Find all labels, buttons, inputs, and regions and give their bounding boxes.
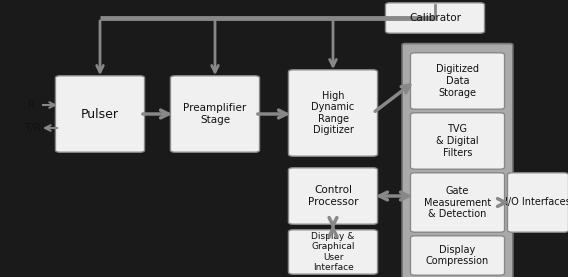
FancyBboxPatch shape — [411, 173, 504, 232]
Text: Display &
Graphical
User
Interface: Display & Graphical User Interface — [311, 232, 355, 272]
FancyBboxPatch shape — [411, 113, 504, 169]
FancyBboxPatch shape — [289, 168, 378, 224]
Text: Display
Compression: Display Compression — [426, 245, 489, 266]
Text: Digitized
Data
Storage: Digitized Data Storage — [436, 64, 479, 98]
FancyBboxPatch shape — [289, 70, 378, 156]
FancyBboxPatch shape — [402, 43, 513, 277]
Text: R: R — [28, 100, 36, 110]
FancyBboxPatch shape — [507, 173, 568, 232]
FancyBboxPatch shape — [386, 3, 485, 33]
Text: Pulser: Pulser — [81, 107, 119, 120]
Text: Gate
Measurement
& Detection: Gate Measurement & Detection — [424, 186, 491, 219]
Text: High
Dynamic
Range
Digitizer: High Dynamic Range Digitizer — [311, 91, 354, 135]
FancyBboxPatch shape — [411, 53, 504, 109]
Text: T/R: T/R — [23, 123, 40, 133]
Text: TVG
& Digital
Filters: TVG & Digital Filters — [436, 124, 479, 158]
Text: Preamplifier
Stage: Preamplifier Stage — [183, 103, 247, 125]
Text: Calibrator: Calibrator — [409, 13, 461, 23]
FancyBboxPatch shape — [289, 230, 378, 274]
Text: Control
Processor: Control Processor — [308, 185, 358, 207]
FancyBboxPatch shape — [411, 236, 504, 275]
FancyBboxPatch shape — [170, 76, 260, 152]
FancyBboxPatch shape — [56, 76, 144, 152]
Text: I/O Interfaces: I/O Interfaces — [505, 198, 568, 207]
